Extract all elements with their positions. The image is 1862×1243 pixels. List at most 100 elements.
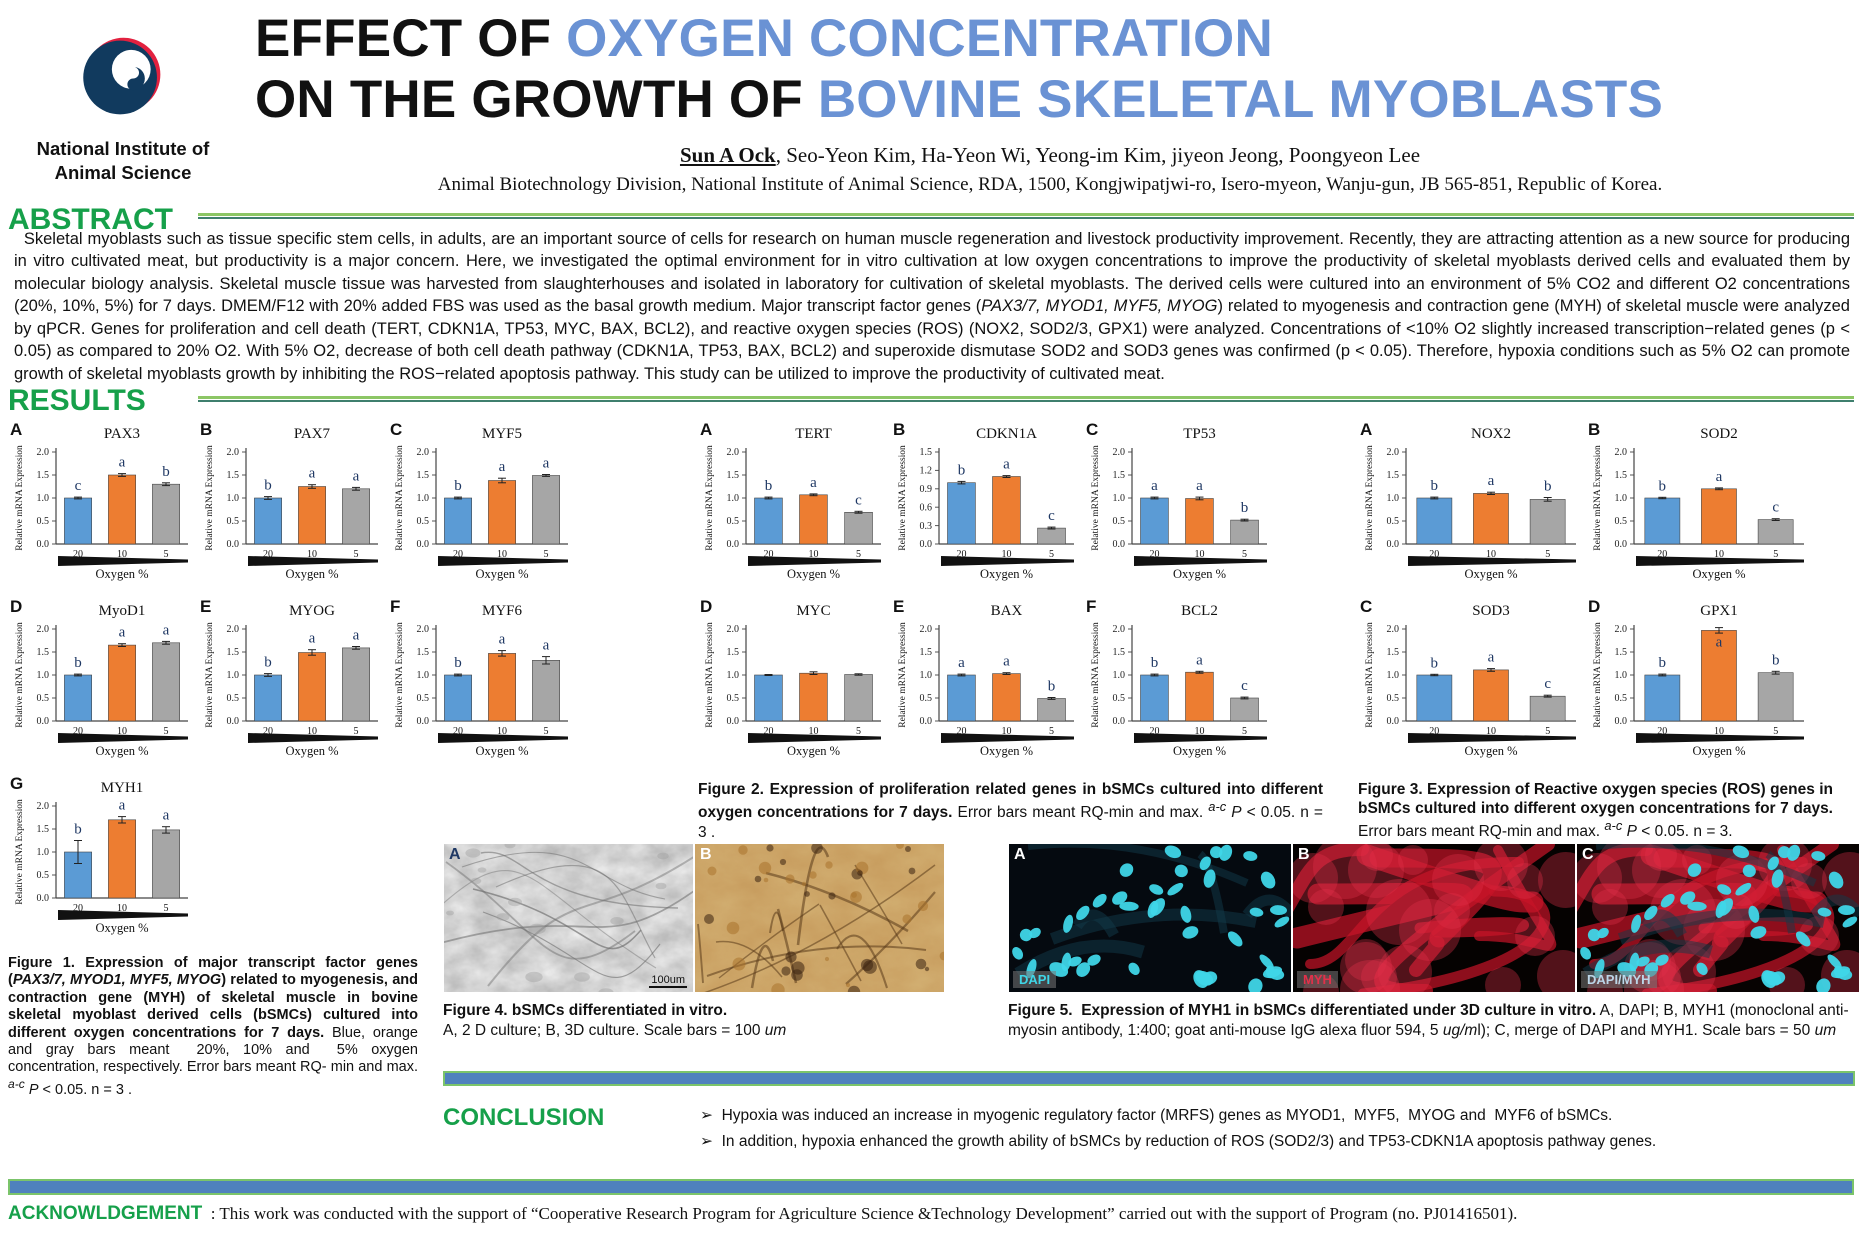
svg-text:1.0: 1.0 <box>1113 670 1126 681</box>
svg-text:5: 5 <box>544 549 549 560</box>
svg-text:5: 5 <box>544 726 549 737</box>
svg-text:MYF6: MYF6 <box>482 603 523 619</box>
svg-text:Oxygen %: Oxygen % <box>475 744 528 758</box>
svg-text:0.0: 0.0 <box>417 539 430 550</box>
svg-text:c: c <box>1772 500 1779 516</box>
svg-text:1.5: 1.5 <box>1113 647 1126 658</box>
svg-text:Relative mRNA Expression: Relative mRNA Expression <box>898 445 908 551</box>
svg-text:5: 5 <box>164 903 169 914</box>
svg-text:0.0: 0.0 <box>920 716 933 727</box>
svg-text:b: b <box>1659 478 1667 494</box>
svg-text:2.0: 2.0 <box>727 624 740 635</box>
svg-text:b: b <box>1772 652 1780 668</box>
svg-text:1.0: 1.0 <box>1387 493 1400 504</box>
svg-text:0.5: 0.5 <box>1615 516 1628 527</box>
svg-text:Relative mRNA Expression: Relative mRNA Expression <box>1593 445 1603 551</box>
svg-text:1.0: 1.0 <box>1387 670 1400 681</box>
svg-text:0.5: 0.5 <box>1113 693 1126 704</box>
svg-text:1.0: 1.0 <box>417 493 430 504</box>
svg-text:Oxygen %: Oxygen % <box>980 744 1033 758</box>
svg-text:1.0: 1.0 <box>37 493 50 504</box>
svg-text:5: 5 <box>1242 549 1247 560</box>
svg-text:0.0: 0.0 <box>1113 716 1126 727</box>
svg-text:a: a <box>119 798 126 814</box>
svg-text:2.0: 2.0 <box>227 447 240 458</box>
svg-text:MYF5: MYF5 <box>482 426 522 442</box>
svg-text:b: b <box>454 655 462 671</box>
svg-text:Oxygen %: Oxygen % <box>475 567 528 581</box>
svg-text:Oxygen %: Oxygen % <box>980 567 1033 581</box>
svg-text:c: c <box>1241 678 1248 694</box>
svg-text:SOD3: SOD3 <box>1472 603 1510 619</box>
svg-text:0.0: 0.0 <box>227 716 240 727</box>
svg-text:Oxygen %: Oxygen % <box>95 744 148 758</box>
svg-text:a: a <box>309 466 316 482</box>
svg-text:b: b <box>74 822 82 838</box>
svg-text:Relative mRNA Expression: Relative mRNA Expression <box>705 622 715 728</box>
svg-text:0.0: 0.0 <box>37 539 50 550</box>
svg-text:5: 5 <box>164 549 169 560</box>
svg-text:0.0: 0.0 <box>1113 539 1126 550</box>
svg-text:b: b <box>454 478 462 494</box>
svg-text:5: 5 <box>164 726 169 737</box>
svg-text:a: a <box>1716 634 1723 650</box>
svg-text:1.0: 1.0 <box>227 670 240 681</box>
svg-text:c: c <box>855 492 862 508</box>
svg-text:a: a <box>958 655 965 671</box>
svg-text:0.5: 0.5 <box>1113 516 1126 527</box>
svg-text:a: a <box>499 632 506 648</box>
svg-text:5: 5 <box>1049 549 1054 560</box>
svg-text:Relative mRNA Expression: Relative mRNA Expression <box>705 445 715 551</box>
svg-text:b: b <box>1544 479 1552 495</box>
svg-text:c: c <box>1048 508 1055 524</box>
svg-text:Oxygen %: Oxygen % <box>285 744 338 758</box>
svg-text:a: a <box>1488 650 1495 666</box>
svg-text:Relative mRNA Expression: Relative mRNA Expression <box>205 445 215 551</box>
svg-text:0.9: 0.9 <box>920 484 933 495</box>
svg-text:1.0: 1.0 <box>1113 493 1126 504</box>
svg-text:1.5: 1.5 <box>1387 647 1400 658</box>
svg-text:a: a <box>1716 469 1723 485</box>
svg-text:0.5: 0.5 <box>1387 516 1400 527</box>
svg-text:1.5: 1.5 <box>37 470 50 481</box>
svg-text:Oxygen %: Oxygen % <box>95 567 148 581</box>
svg-text:0.5: 0.5 <box>1615 693 1628 704</box>
svg-text:1.5: 1.5 <box>37 647 50 658</box>
svg-text:2.0: 2.0 <box>37 801 50 812</box>
svg-text:a: a <box>543 456 550 472</box>
svg-text:Relative mRNA Expression: Relative mRNA Expression <box>1091 622 1101 728</box>
svg-text:1.5: 1.5 <box>37 824 50 835</box>
svg-text:0.0: 0.0 <box>227 539 240 550</box>
svg-text:0.5: 0.5 <box>920 693 933 704</box>
svg-text:1.0: 1.0 <box>37 847 50 858</box>
svg-text:a: a <box>163 622 170 638</box>
svg-text:0.0: 0.0 <box>1387 539 1400 550</box>
svg-text:b: b <box>1659 655 1667 671</box>
svg-text:1.5: 1.5 <box>227 647 240 658</box>
svg-text:b: b <box>264 478 272 494</box>
svg-text:0.0: 0.0 <box>417 716 430 727</box>
svg-text:1.0: 1.0 <box>1615 493 1628 504</box>
svg-text:1.5: 1.5 <box>920 447 933 458</box>
svg-text:Oxygen %: Oxygen % <box>1692 567 1745 581</box>
svg-text:Relative mRNA Expression: Relative mRNA Expression <box>15 799 25 905</box>
svg-text:Relative mRNA Expression: Relative mRNA Expression <box>1091 445 1101 551</box>
svg-text:a: a <box>163 808 170 824</box>
svg-text:0.0: 0.0 <box>37 716 50 727</box>
svg-text:1.5: 1.5 <box>1387 470 1400 481</box>
svg-text:Oxygen %: Oxygen % <box>787 567 840 581</box>
svg-text:0.5: 0.5 <box>727 693 740 704</box>
svg-text:1.5: 1.5 <box>417 647 430 658</box>
svg-text:b: b <box>1241 500 1249 516</box>
svg-text:0.3: 0.3 <box>920 521 933 532</box>
svg-text:Relative mRNA Expression: Relative mRNA Expression <box>898 622 908 728</box>
svg-text:1.5: 1.5 <box>727 470 740 481</box>
svg-text:0.0: 0.0 <box>920 539 933 550</box>
svg-text:0.5: 0.5 <box>417 693 430 704</box>
svg-text:Oxygen %: Oxygen % <box>787 744 840 758</box>
svg-text:1.5: 1.5 <box>1615 470 1628 481</box>
svg-text:5: 5 <box>856 549 861 560</box>
svg-text:MYC: MYC <box>796 603 830 619</box>
svg-text:b: b <box>1151 655 1159 671</box>
svg-text:a: a <box>499 459 506 475</box>
